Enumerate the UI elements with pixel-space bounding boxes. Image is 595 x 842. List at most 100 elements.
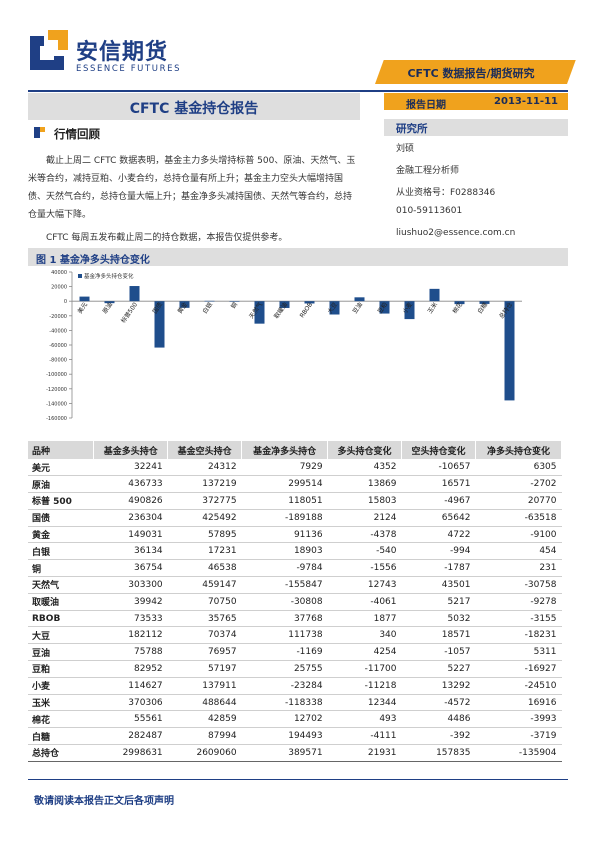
table-cell: 57197: [167, 660, 242, 678]
table-cell: -4967: [401, 492, 476, 510]
table-cell: 21931: [327, 744, 402, 762]
table-cell: -4378: [327, 526, 402, 544]
chart-category-label: RBOB: [299, 301, 315, 319]
report-title-box: CFTC 基金持仓报告: [28, 93, 360, 120]
table-cell: 459147: [167, 576, 242, 594]
table-cell: 2609060: [167, 744, 242, 762]
table-cell: -16927: [475, 660, 562, 678]
table-cell: -30758: [475, 576, 562, 594]
table-cell: 76957: [167, 643, 242, 662]
chart-category-label: 美元: [76, 301, 89, 315]
table-cell-product: 玉米: [28, 694, 94, 712]
table-cell: 236304: [93, 509, 168, 527]
table-cell: 303300: [93, 576, 168, 594]
chart-bar-17: [504, 301, 515, 401]
table-cell: 46538: [167, 559, 242, 578]
table-cell-product: 国债: [28, 509, 94, 527]
table-cell: 340: [327, 626, 402, 645]
table-row: 黄金 149031 57895 91136 -4378 4722 -9100: [28, 526, 562, 544]
table-cell-product: 棉花: [28, 710, 94, 729]
table-cell: -994: [401, 542, 476, 561]
table-cell: 137911: [167, 677, 242, 695]
table-cell: 4254: [327, 643, 402, 662]
chart-bar-7: [254, 301, 265, 324]
report-category-banner: CFTC 数据报告/期货研究: [375, 60, 576, 84]
chart-bar-9: [304, 301, 315, 304]
section-title: 行情回顾: [54, 127, 100, 141]
chart-y-tick-label: -160000: [46, 416, 67, 422]
table-cell: 13292: [401, 677, 476, 695]
figure-title-bar: 图 1 基金净多头持仓变化: [28, 248, 568, 266]
chart-bar-1: [104, 301, 115, 304]
table-cell: -3155: [475, 610, 562, 628]
table-cell: -4572: [401, 694, 476, 712]
table-row: 标普 500 490826 372775 118051 15803 -4967 20770: [28, 492, 562, 510]
table-cell: 231: [475, 559, 562, 578]
table-cell: 15803: [327, 492, 402, 510]
table-cell-product: 白银: [28, 542, 94, 561]
table-row: 白银 36134 17231 18903 -540 -994 454: [28, 542, 562, 561]
table-cell: -392: [401, 727, 476, 746]
chart-y-tick-label: -40000: [49, 328, 67, 334]
report-title: CFTC 基金持仓报告: [129, 101, 259, 117]
chart-y-tick-label: -100000: [46, 372, 67, 378]
analyst-email[interactable]: liushuo2@essence.com.cn: [396, 228, 516, 238]
table-cell: 39942: [93, 593, 168, 611]
table-cell: 70750: [167, 593, 242, 611]
table-cell: -3719: [475, 727, 562, 746]
table-cell: 2124: [327, 509, 402, 527]
table-cell: 32241: [93, 459, 168, 477]
table-cell: -24510: [475, 677, 562, 695]
table-row: 玉米 370306 488644 -118338 12344 -4572 16916: [28, 694, 562, 712]
table-cell: 12702: [241, 710, 328, 729]
table-cell: 70374: [167, 626, 242, 645]
section-bullet-icon: [34, 127, 45, 138]
table-cell: 436733: [93, 475, 168, 494]
table-cell-product: 原油: [28, 475, 94, 494]
chart-legend-label: 基金净多头持仓变化: [84, 272, 134, 280]
table-cell: 5311: [475, 643, 562, 662]
table-cell: 36754: [93, 559, 168, 578]
table-cell: 16916: [475, 694, 562, 712]
table-cell-product: 大豆: [28, 626, 94, 645]
institute-box: 研究所: [384, 119, 568, 136]
disclaimer-footer: 敬请阅读本报告正文后各项声明: [34, 796, 174, 807]
chart-bar-3: [154, 301, 165, 348]
table-cell: 137219: [167, 475, 242, 494]
table-cell: 282487: [93, 727, 168, 746]
table-row: 国债 236304 425492 -189188 2124 65642 -63518: [28, 509, 562, 527]
table-cell: -118338: [241, 694, 328, 712]
table-cell-product: 标普 500: [28, 492, 94, 510]
table-cell: -11218: [327, 677, 402, 695]
table-cell: 194493: [241, 727, 328, 746]
chart-bar-6: [229, 301, 240, 302]
report-date-box: 报告日期 2013-11-11: [384, 93, 568, 111]
table-cell: 73533: [93, 610, 168, 628]
chart-bar-15: [454, 301, 465, 305]
table-cell: 25755: [241, 660, 328, 678]
table-cell: -2702: [475, 475, 562, 494]
chart-category-label: 豆油: [351, 301, 364, 315]
chart-bar-5: [204, 300, 215, 302]
table-row: 原油 436733 137219 299514 13869 16571 -2702: [28, 475, 562, 494]
table-cell: 5227: [401, 660, 476, 678]
chart-bar-8: [279, 301, 290, 308]
table-cell: 36134: [93, 542, 168, 561]
col-header-net-long: 基金净多头持仓: [241, 441, 329, 459]
report-category-label: CFTC 数据报告/期货研究: [407, 67, 535, 80]
col-header-long-change: 多头持仓变化: [327, 441, 403, 459]
table-cell: -11700: [327, 660, 402, 678]
chart-bar-12: [379, 301, 390, 314]
table-cell: 2998631: [93, 744, 168, 762]
table-cell: 42859: [167, 710, 242, 729]
table-cell: 149031: [93, 526, 168, 544]
table-cell: 16571: [401, 475, 476, 494]
net-long-change-chart: 40000 20000 0 -20000 -40000 -60000 -80000 -1000…: [46, 270, 522, 422]
table-cell-product: 取暖油: [28, 593, 94, 611]
table-cell: -1169: [241, 643, 328, 662]
table-row: 豆粕 82952 57197 25755 -11700 5227 -16927: [28, 660, 562, 678]
table-cell: 43501: [401, 576, 476, 594]
analyst-role: 金融工程分析师: [396, 166, 460, 176]
table-cell: -3993: [475, 710, 562, 729]
table-cell: 17231: [167, 542, 242, 561]
